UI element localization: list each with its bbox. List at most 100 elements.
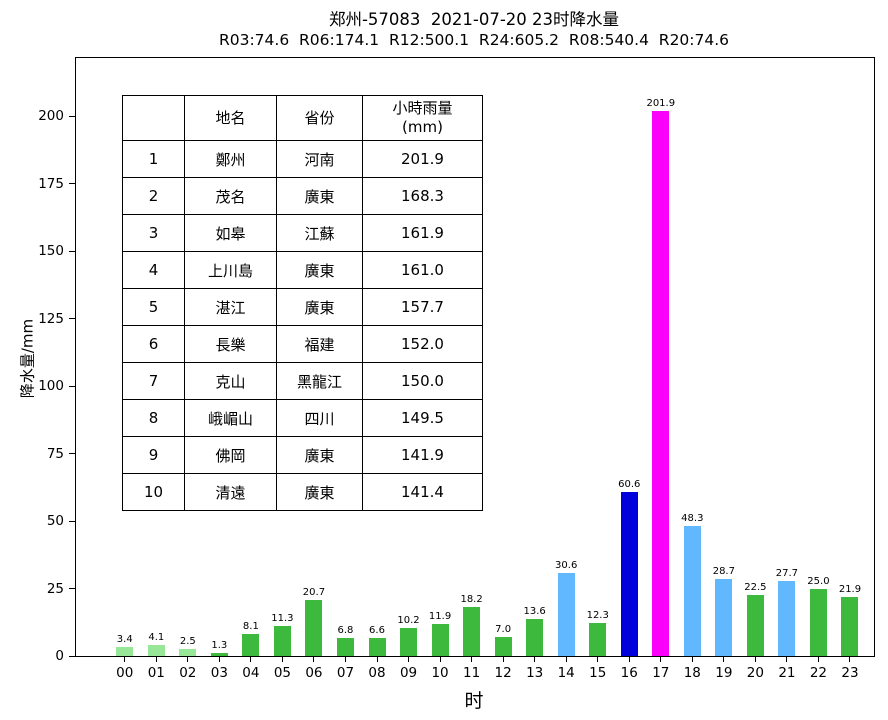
- rank-cell: 6: [122, 325, 185, 363]
- y-tick-mark: [69, 655, 76, 657]
- bar-slot-10: 11.9: [424, 58, 456, 656]
- bar-hour-21: [778, 581, 796, 656]
- bar-slot-03: 1.3: [204, 58, 236, 656]
- y-tick-label: 50: [46, 513, 64, 530]
- x-tick-mark: [439, 656, 441, 662]
- x-tick-09: 09: [393, 656, 425, 681]
- x-tick-mark: [565, 656, 567, 662]
- bar-hour-11: [463, 606, 481, 656]
- table-row: 10 清遠 廣東 141.4: [122, 473, 483, 511]
- table-header-cell: [122, 95, 185, 141]
- x-tick-mark: [660, 656, 662, 662]
- bar-hour-13: [526, 619, 544, 656]
- x-tick-18: 18: [677, 656, 709, 681]
- rank-cell: 8: [122, 399, 185, 437]
- x-tick-mark: [376, 656, 378, 662]
- x-tick-label: 15: [589, 665, 607, 681]
- bar-hour-10: [431, 623, 449, 656]
- x-tick-13: 13: [519, 656, 551, 681]
- x-tick-label: 14: [557, 665, 575, 681]
- x-tick-mark: [344, 656, 346, 662]
- x-tick-21: 21: [771, 656, 803, 681]
- y-tick-100: 100: [38, 378, 76, 394]
- rank-cell: 4: [122, 251, 185, 289]
- y-tick-label: 100: [38, 378, 64, 395]
- bar-slot-12: 7.0: [487, 58, 519, 656]
- bar-value-label: 4.1: [148, 631, 165, 643]
- table-row: 3 如皋 江蘇 161.9: [122, 214, 483, 252]
- rainfall-ranking-table: 地名 省份 小時雨量 (mm) 1 鄭州 河南 201.9 2 茂名 廣東 168.3 3 如皋 江蘇 1…: [122, 95, 483, 511]
- x-tick-label: 22: [809, 665, 828, 681]
- y-tick-125: 125: [38, 311, 76, 327]
- y-tick-25: 25: [47, 581, 76, 597]
- rank-cell: 1: [122, 140, 185, 178]
- bar-hour-14: [557, 573, 575, 656]
- y-tick-mark: [69, 588, 76, 590]
- x-tick-mark: [597, 656, 599, 662]
- rank-cell: 5: [122, 288, 185, 326]
- table-row: 7 克山 黑龍江 150.0: [122, 362, 483, 400]
- x-tick-22: 22: [803, 656, 835, 681]
- y-tick-label: 200: [38, 108, 64, 125]
- x-tick-16: 16: [614, 656, 646, 681]
- hourly-rainfall-cell: 149.5: [362, 399, 483, 437]
- bar-value-label: 30.6: [555, 560, 578, 572]
- bar-value-label: 25.0: [807, 575, 830, 587]
- x-tick-label: 06: [305, 665, 323, 681]
- bar-hour-02: [179, 649, 197, 656]
- x-tick-01: 01: [141, 656, 173, 681]
- table-row: 4 上川島 廣東 161.0: [122, 251, 483, 289]
- rank-cell: 7: [122, 362, 185, 400]
- province-cell: 福建: [276, 325, 363, 363]
- bar-slot-20: 22.5: [740, 58, 772, 656]
- bar-slot-19: 28.7: [708, 58, 740, 656]
- bar-hour-19: [715, 578, 733, 656]
- x-tick-label: 02: [179, 665, 197, 681]
- accumulated-rainfall-subtitle: R03:74.6 R06:174.1 R12:500.1 R24:605.2 R…: [218, 31, 730, 49]
- y-tick-0: 0: [55, 648, 76, 664]
- y-tick-50: 50: [47, 513, 76, 529]
- x-axis-label: 时: [464, 690, 484, 712]
- bar-hour-06: [305, 600, 323, 656]
- hourly-rainfall-cell: 201.9: [362, 140, 483, 178]
- province-cell: 廣東: [276, 473, 363, 511]
- province-cell: 河南: [276, 140, 363, 178]
- province-cell: 廣東: [276, 251, 363, 289]
- hourly-rainfall-cell: 168.3: [362, 177, 483, 215]
- table-header-row: 地名 省份 小時雨量 (mm): [122, 95, 483, 141]
- bar-hour-17: [652, 110, 670, 656]
- bar-hour-00: [116, 646, 134, 656]
- table-header-cell: 小時雨量 (mm): [362, 95, 483, 141]
- x-tick-label: 01: [147, 665, 165, 681]
- hourly-rainfall-cell: 150.0: [362, 362, 483, 400]
- station-name-cell: 湛江: [184, 288, 277, 326]
- bar-hour-16: [620, 492, 638, 656]
- y-tick-label: 75: [46, 445, 64, 462]
- x-tick-mark: [471, 656, 473, 662]
- x-tick-label: 00: [116, 665, 134, 681]
- hourly-rainfall-cell: 141.9: [362, 436, 483, 474]
- x-tick-label: 05: [273, 665, 291, 681]
- rank-cell: 9: [122, 436, 185, 474]
- y-tick-label: 125: [38, 310, 64, 327]
- y-tick-200: 200: [38, 108, 76, 124]
- bar-value-label: 8.1: [242, 621, 259, 633]
- x-tick-03: 03: [204, 656, 236, 681]
- bar-value-label: 12.3: [586, 609, 609, 621]
- x-axis-ticks: 00 01 02 03 04 05 06 07 08 09 10 11 12 13 14 15 16 17 18 19…: [76, 656, 874, 681]
- bar-hour-20: [746, 595, 764, 656]
- bar-value-label: 3.4: [116, 633, 133, 645]
- x-tick-label: 09: [399, 665, 418, 681]
- bar-series: 3.4 4.1 2.5 1.3 8.1 11.3 20.7 6.8 6.6 10.2 11.9 18.…: [76, 58, 874, 656]
- bar-slot-08: 6.6: [361, 58, 393, 656]
- bar-hour-01: [147, 644, 165, 656]
- x-tick-mark: [124, 656, 126, 662]
- bar-slot-01: 4.1: [141, 58, 173, 656]
- hourly-rainfall-cell: 157.7: [362, 288, 483, 326]
- table-row: 8 峨嵋山 四川 149.5: [122, 399, 483, 437]
- bar-value-label: 20.7: [302, 587, 326, 599]
- table-row: 6 長樂 福建 152.0: [122, 325, 483, 363]
- bar-value-label: 2.5: [179, 636, 196, 648]
- bar-slot-05: 11.3: [267, 58, 299, 656]
- bar-hour-22: [809, 588, 827, 656]
